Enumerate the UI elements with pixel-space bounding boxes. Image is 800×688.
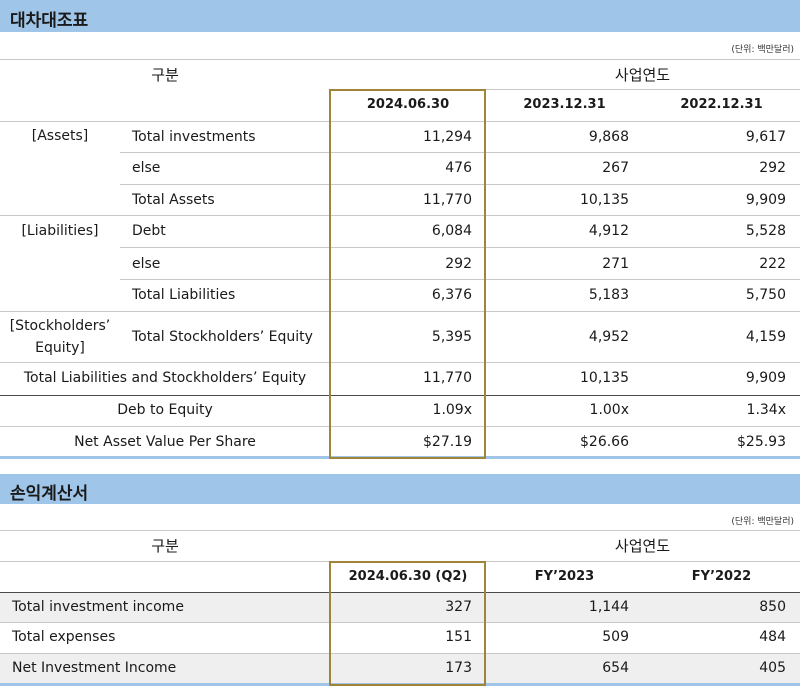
divider (0, 653, 800, 654)
row-label: Net Investment Income (12, 660, 177, 676)
cell-value: 1.00x (589, 402, 629, 418)
cell-value: 476 (445, 160, 472, 176)
row-shade (0, 654, 800, 683)
cell-value: 10,135 (580, 192, 629, 208)
row-label: Total investments (132, 129, 256, 145)
cell-value: 1.34x (746, 402, 786, 418)
divider (120, 279, 800, 280)
cell-value: 10,135 (580, 370, 629, 386)
period-header: 사업연도 (614, 66, 671, 84)
column-header: 2023.12.31 (523, 97, 606, 112)
group-label-equity-line2: Equity] (35, 340, 85, 356)
cell-value: 6,376 (431, 287, 472, 303)
row-label: Total investment income (12, 599, 184, 615)
cell-value: 327 (445, 599, 472, 615)
cell-value: 4,912 (588, 223, 629, 239)
row-shade (0, 593, 800, 622)
column-header: 2022.12.31 (680, 97, 763, 112)
category-header: 구분 (151, 66, 179, 84)
cell-value: 1,144 (588, 599, 629, 615)
cell-value: 9,617 (745, 129, 786, 145)
cell-value: 509 (602, 629, 629, 645)
column-header: FY’2023 (534, 569, 595, 584)
cell-value: 484 (759, 629, 786, 645)
cell-value: $26.66 (580, 434, 629, 450)
cell-value: 654 (602, 660, 629, 676)
row-label: Total Stockholders’ Equity (132, 329, 313, 345)
row-label: Total Assets (132, 192, 215, 208)
current-period-highlight (329, 89, 486, 459)
row-label: Deb to Equity (117, 402, 213, 418)
column-header: 2024.06.30 (366, 97, 450, 112)
divider (0, 59, 800, 60)
cell-value: 267 (602, 160, 629, 176)
group-label-equity-line1: [Stockholders’ (9, 318, 111, 334)
divider (0, 362, 800, 363)
divider (0, 530, 800, 531)
current-period-highlight (329, 561, 486, 686)
cell-value: 292 (445, 256, 472, 272)
row-label: else (132, 256, 161, 272)
divider (0, 311, 800, 312)
cell-value: 5,528 (745, 223, 786, 239)
cell-value: $25.93 (737, 434, 786, 450)
divider (120, 247, 800, 248)
row-label: else (132, 160, 161, 176)
row-label: Total Liabilities (132, 287, 236, 303)
period-header: 사업연도 (614, 537, 671, 555)
divider (0, 592, 800, 593)
divider (0, 622, 800, 623)
income-statement-title-bar (0, 474, 800, 504)
balance-unit-note: (단위: 백만달러) (731, 45, 794, 55)
row-label: Total Liabilities and Stockholders’ Equi… (23, 370, 307, 386)
group-label-assets: [Assets] (31, 128, 89, 144)
row-label: Debt (132, 223, 166, 239)
cell-value: $27.19 (423, 434, 472, 450)
divider (120, 152, 800, 153)
cell-value: 222 (759, 256, 786, 272)
divider (0, 426, 800, 427)
row-label: Net Asset Value Per Share (74, 434, 256, 450)
cell-value: 5,750 (745, 287, 786, 303)
cell-value: 850 (759, 599, 786, 615)
divider (120, 184, 800, 185)
cell-value: 4,159 (745, 329, 786, 345)
divider (330, 89, 800, 90)
balance-sheet-title-bar (0, 0, 800, 32)
income-unit-note: (단위: 백만달러) (731, 517, 794, 527)
cell-value: 292 (759, 160, 786, 176)
column-header: FY’2022 (691, 569, 752, 584)
cell-value: 5,183 (588, 287, 629, 303)
cell-value: 173 (445, 660, 472, 676)
divider (0, 121, 800, 122)
cell-value: 11,770 (423, 370, 472, 386)
cell-value: 271 (602, 256, 629, 272)
balance-sheet-title: 대차대조표 (10, 11, 89, 31)
cell-value: 151 (445, 629, 472, 645)
row-label: Total expenses (12, 629, 116, 645)
cell-value: 1.09x (432, 402, 472, 418)
cell-value: 9,909 (745, 192, 786, 208)
cell-value: 11,294 (423, 129, 472, 145)
cell-value: 5,395 (431, 329, 472, 345)
cell-value: 9,909 (745, 370, 786, 386)
category-header: 구분 (151, 537, 179, 555)
income-statement-title: 손익계산서 (10, 484, 89, 504)
cell-value: 405 (759, 660, 786, 676)
divider (0, 215, 800, 216)
group-label-liabilities: [Liabilities] (21, 223, 99, 239)
divider (0, 395, 800, 396)
cell-value: 11,770 (423, 192, 472, 208)
cell-value: 4,952 (588, 329, 629, 345)
column-header: 2024.06.30 (Q2) (348, 569, 468, 584)
cell-value: 6,084 (431, 223, 472, 239)
cell-value: 9,868 (588, 129, 629, 145)
